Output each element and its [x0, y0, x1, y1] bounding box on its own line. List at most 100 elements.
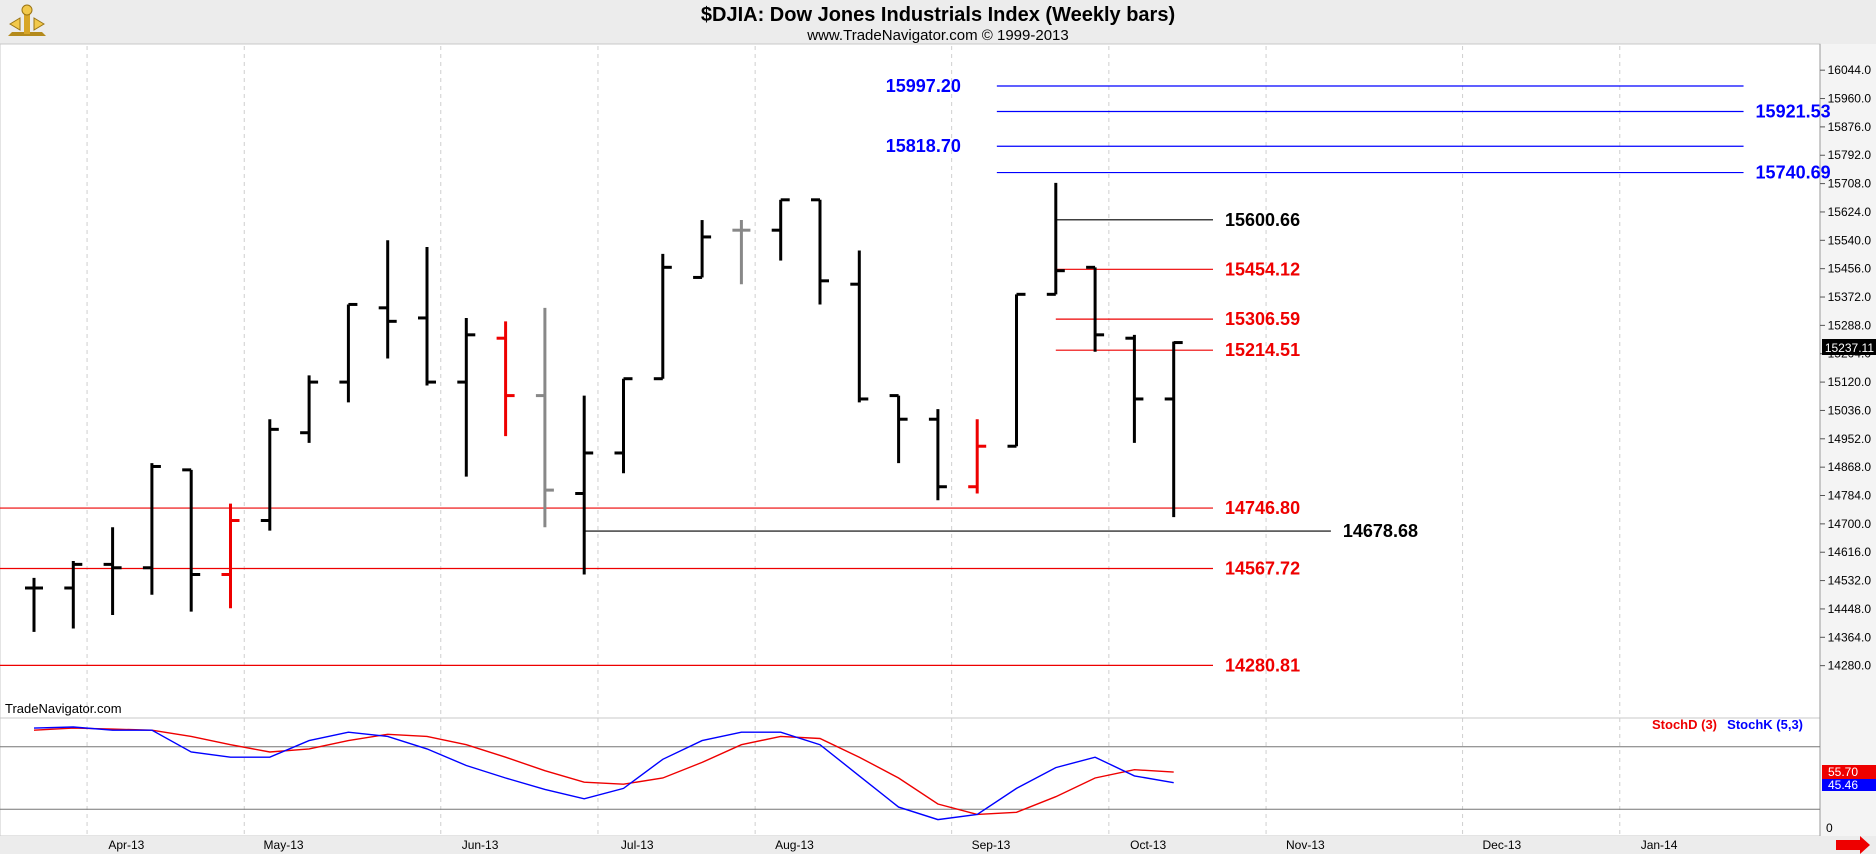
- price-tick-label: 15792.0: [1828, 148, 1872, 162]
- price-tick-label: 15540.0: [1828, 233, 1872, 247]
- ohlc-bar: [575, 395, 594, 575]
- ohlc-bar: [25, 577, 43, 632]
- ohlc-bar: [260, 419, 279, 531]
- date-axis: [0, 836, 1876, 854]
- level-label: 15306.59: [1225, 309, 1300, 329]
- price-tick-label: 14532.0: [1828, 574, 1872, 588]
- price-tick-label: 15372.0: [1828, 290, 1872, 304]
- ohlc-bar: [496, 321, 515, 437]
- level-label: 15740.69: [1756, 163, 1831, 183]
- stoch-k-value-label: 45.46: [1828, 778, 1858, 792]
- ohlc-bar: [1164, 341, 1183, 518]
- price-tick-label: 14364.0: [1828, 630, 1872, 644]
- ohlc-bar: [850, 250, 869, 403]
- ohlc-bar: [142, 463, 161, 595]
- stoch-k-value-tag: [1822, 779, 1876, 791]
- stoch-d-line: [33, 727, 1174, 816]
- ohlc-bar: [653, 253, 672, 381]
- level-label: 15921.53: [1756, 102, 1831, 122]
- ohlc-bar: [339, 302, 358, 403]
- price-tick-label: 15876.0: [1828, 120, 1872, 134]
- last-price-tag: [1822, 339, 1876, 355]
- price-tick-label: 14784.0: [1828, 489, 1872, 503]
- chart-subtitle: www.TradeNavigator.com © 1999-2013: [806, 27, 1068, 44]
- price-tick-label: 14280.0: [1828, 659, 1872, 673]
- level-label: 14746.80: [1225, 498, 1300, 518]
- level-label: 15454.12: [1225, 259, 1300, 279]
- ohlc-bar: [928, 409, 947, 501]
- date-tick-label: Apr-13: [108, 838, 144, 852]
- date-tick-label: May-13: [264, 838, 304, 852]
- price-pane: [0, 43, 1821, 719]
- price-tick-label: 15120.0: [1828, 375, 1872, 389]
- trade-navigator-logo-icon[interactable]: [8, 4, 46, 36]
- price-axis: [1820, 44, 1876, 836]
- price-tick-label: 15456.0: [1828, 262, 1872, 276]
- date-tick-label: Sep-13: [972, 838, 1011, 852]
- price-tick-label: 15624.0: [1828, 205, 1872, 219]
- price-tick-label: 14952.0: [1828, 432, 1872, 446]
- price-tick-label: 14448.0: [1828, 602, 1872, 616]
- watermark-label: TradeNavigator.com: [5, 701, 122, 716]
- stochastic-lines: [0, 726, 1820, 821]
- stoch-d-value-label: 55.70: [1828, 765, 1858, 779]
- level-label: 14678.68: [1343, 521, 1418, 541]
- date-tick-label: Oct-13: [1130, 838, 1166, 852]
- price-tick-label: 15288.0: [1828, 318, 1872, 332]
- stoch-d-value-tag: [1822, 765, 1876, 779]
- price-tick-label: 15708.0: [1828, 177, 1872, 191]
- ohlc-bar: [1125, 334, 1144, 443]
- ohlc-bar: [1046, 182, 1065, 296]
- price-tick-label: 15960.0: [1828, 92, 1872, 106]
- date-tick-label: Jul-13: [621, 838, 654, 852]
- ohlc-bar: [378, 240, 397, 359]
- stoch-k-legend: StochK (5,3): [1727, 717, 1803, 732]
- price-tick-label: 14616.0: [1828, 545, 1872, 559]
- date-tick-label: Jun-13: [462, 838, 499, 852]
- level-label: 15818.70: [886, 136, 961, 156]
- ohlc-bar: [732, 220, 751, 285]
- stoch-d-legend: StochD (3): [1652, 717, 1717, 732]
- date-tick-label: Dec-13: [1483, 838, 1522, 852]
- ohlc-bar: [968, 419, 987, 494]
- ohlc-bar: [182, 468, 201, 612]
- price-tick-label: 16044.0: [1828, 63, 1872, 77]
- level-label: 14567.72: [1225, 559, 1300, 579]
- right-arrow-icon[interactable]: [1836, 836, 1870, 854]
- stoch-k-line: [33, 726, 1174, 821]
- level-label: 15600.66: [1225, 210, 1300, 230]
- header-band: [0, 0, 1876, 44]
- ohlc-bar: [418, 247, 436, 386]
- last-price-label: 15237.11: [1825, 341, 1874, 355]
- date-tick-label: Jan-14: [1641, 838, 1678, 852]
- ohlc-bar: [693, 220, 712, 279]
- price-tick-label: 14700.0: [1828, 517, 1872, 531]
- ohlc-bar: [1007, 292, 1026, 448]
- ohlc-bar: [771, 198, 790, 261]
- ohlc-bar: [614, 377, 633, 474]
- date-tick-label: Nov-13: [1286, 838, 1325, 852]
- level-label: 15214.51: [1225, 340, 1300, 360]
- date-tick-label: Aug-13: [775, 838, 814, 852]
- date-tick-labels: Apr-13 May-13 Jun-13 Jul-13 Aug-13 Sep-13 Oct-…: [108, 838, 1677, 852]
- level-label: 15997.20: [886, 76, 961, 96]
- ohlc-bar: [535, 307, 554, 528]
- ohlc-bar: [457, 317, 476, 477]
- price-tick-label: 15036.0: [1828, 403, 1872, 417]
- vertical-gridlines: [86, 46, 1621, 834]
- ohlc-bar: [811, 198, 829, 305]
- price-levels: 15997.20 15921.53 15818.70 15740.69 15600.66…: [0, 76, 1831, 675]
- stochastic-pane: [0, 717, 1821, 837]
- ohlc-bar: [221, 503, 240, 609]
- level-label: 14280.81: [1225, 655, 1300, 675]
- ohlc-bar: [103, 527, 122, 616]
- stoch-zero-label: 0: [1826, 821, 1833, 835]
- price-tick-label: 14868.0: [1828, 460, 1872, 474]
- ohlc-bar: [889, 394, 908, 464]
- ohlc-bar: [300, 375, 319, 443]
- chart-title: $DJIA: Dow Jones Industrials Index (Week…: [701, 4, 1175, 26]
- ohlc-bar: [64, 560, 83, 629]
- ohlc-bar: [1086, 265, 1105, 352]
- price-bars: [25, 182, 1183, 632]
